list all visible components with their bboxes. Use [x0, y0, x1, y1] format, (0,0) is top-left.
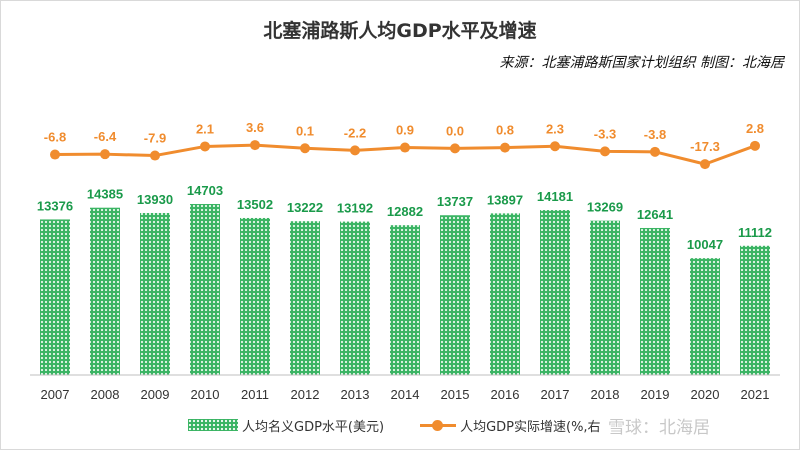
bar-value-label: 10047 — [687, 237, 723, 252]
legend-item-line: 人均GDP实际增速(%,右 — [420, 416, 601, 435]
bar-value-label: 13376 — [37, 198, 73, 213]
growth-point — [250, 140, 260, 151]
x-tick-label: 2020 — [691, 387, 720, 402]
bar — [90, 207, 120, 375]
growth-point — [400, 142, 410, 153]
x-tick-label: 2007 — [41, 387, 70, 402]
bar — [340, 221, 370, 375]
legend-swatch-line — [420, 419, 457, 431]
line-value-label: -3.8 — [644, 127, 666, 142]
growth-point — [350, 145, 360, 156]
chart-source: 来源：北塞浦路斯国家计划组织 制图：北海居 — [499, 55, 784, 71]
legend-item-bar: 人均名义GDP水平(美元) — [188, 416, 384, 435]
x-tick-label: 2008 — [91, 387, 120, 402]
legend-label-line: 人均GDP实际增速(%,右 — [460, 419, 601, 435]
bar-value-label: 13269 — [587, 200, 623, 215]
growth-point — [750, 140, 760, 151]
bar-value-label: 13930 — [137, 192, 173, 207]
line-value-label: 0.1 — [296, 123, 314, 138]
bar-value-label: 12882 — [387, 204, 423, 219]
x-tick-label: 2018 — [591, 387, 620, 402]
x-tick-label: 2017 — [541, 387, 570, 402]
growth-point — [50, 149, 60, 160]
bars-layer — [40, 204, 770, 375]
line-value-label: 2.8 — [746, 121, 764, 136]
x-tick-label: 2009 — [141, 387, 170, 402]
growth-point — [650, 146, 660, 157]
growth-point — [550, 141, 560, 152]
line-value-label: 2.1 — [196, 121, 214, 136]
line-layer — [50, 140, 760, 170]
x-tick-label: 2021 — [741, 387, 770, 402]
x-tick-label: 2014 — [391, 387, 420, 402]
growth-point — [300, 143, 310, 154]
growth-point — [600, 146, 610, 157]
growth-point — [500, 142, 510, 153]
x-tick-label: 2016 — [491, 387, 520, 402]
bar — [40, 219, 70, 375]
bar — [590, 220, 620, 375]
line-value-label: 0.0 — [446, 123, 464, 138]
bar — [740, 245, 770, 375]
bar-value-label: 14385 — [87, 187, 123, 202]
x-axis: 2007 2008 2009 2010 2011 2012 2013 2014 2015 2016… — [30, 374, 780, 402]
growth-point — [700, 159, 710, 170]
bar — [240, 217, 270, 375]
line-value-label: -3.3 — [594, 126, 616, 141]
chart-title: 北塞浦路斯人均GDP水平及增速 — [263, 20, 537, 42]
bar-value-label: 14703 — [187, 183, 223, 198]
bar-value-label: 13502 — [237, 197, 273, 212]
line-value-label: 2.3 — [546, 121, 564, 136]
line-value-label: -7.9 — [144, 131, 166, 146]
bar — [390, 225, 420, 375]
bar — [290, 221, 320, 375]
bar — [440, 215, 470, 375]
line-value-label: 0.9 — [396, 123, 414, 138]
watermark: 雪球：北海居 — [608, 418, 710, 438]
bar — [490, 213, 520, 375]
bar — [690, 258, 720, 375]
x-tick-label: 2011 — [241, 387, 269, 402]
bar — [540, 210, 570, 375]
legend: 人均名义GDP水平(美元) 人均GDP实际增速(%,右 — [188, 413, 637, 437]
bar-value-label: 13192 — [337, 201, 373, 216]
bar-value-label: 12641 — [637, 207, 673, 222]
legend-label-bar: 人均名义GDP水平(美元) — [242, 419, 385, 435]
bar-value-label: 13737 — [437, 194, 473, 209]
x-tick-label: 2015 — [441, 387, 470, 402]
line-value-label: -2.2 — [344, 125, 366, 140]
x-tick-label: 2010 — [191, 387, 220, 402]
bar — [190, 204, 220, 375]
x-tick-label: 2012 — [291, 387, 320, 402]
legend-swatch-bar — [188, 419, 238, 431]
line-value-label: -17.3 — [690, 139, 720, 154]
growth-point — [150, 150, 160, 161]
bar-value-label: 11112 — [738, 225, 772, 240]
bar-value-label: 14181 — [537, 189, 573, 204]
growth-point — [450, 143, 460, 154]
bar — [640, 227, 670, 375]
bar-value-label: 13222 — [287, 200, 323, 215]
line-value-label: -6.8 — [44, 130, 66, 145]
x-tick-label: 2013 — [341, 387, 370, 402]
line-value-label: 3.6 — [246, 120, 264, 135]
bar-value-label: 13897 — [487, 192, 523, 207]
labels-layer: 13376 -6.8 14385 -6.4 13930 -7.9 14703 2.1 13502… — [37, 120, 772, 252]
line-value-label: 0.8 — [496, 123, 514, 138]
x-tick-label: 2019 — [641, 387, 670, 402]
growth-point — [200, 141, 210, 152]
growth-point — [100, 149, 110, 160]
line-value-label: -6.4 — [94, 129, 117, 144]
bar — [140, 212, 170, 375]
